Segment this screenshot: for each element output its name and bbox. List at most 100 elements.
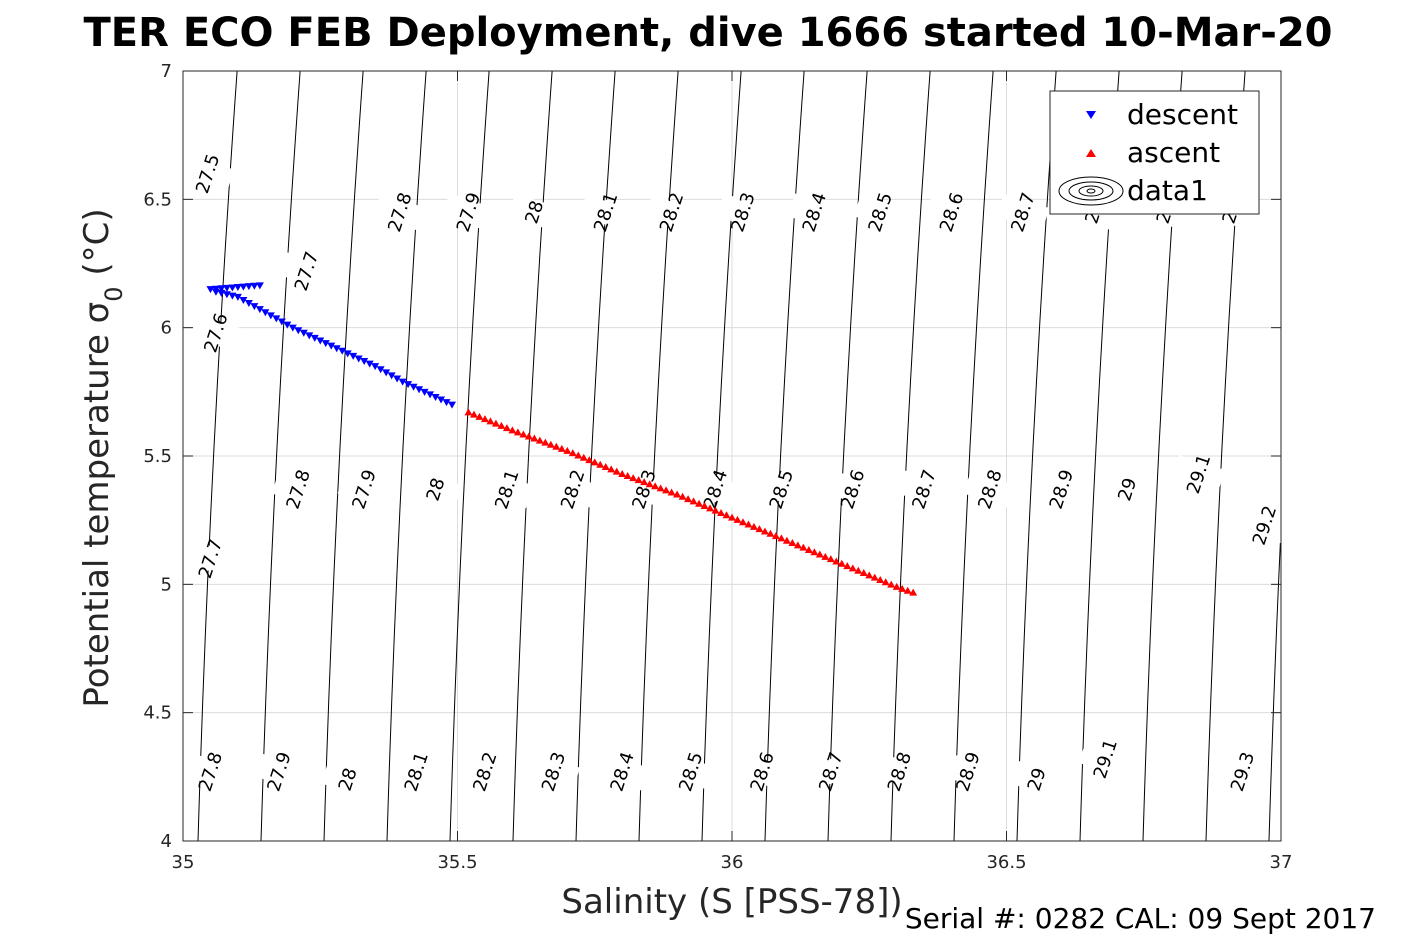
contour-label-bg [480,470,534,509]
contour-label-bg [826,470,880,509]
ascent-point [651,482,660,490]
ascent-point [640,478,649,486]
contour-label-bg [1216,752,1270,791]
x-tick-label: 36 [721,852,744,873]
descent-point [420,388,429,396]
descent-point [398,378,407,386]
ascent-point [898,584,907,592]
isopycnal-line [323,71,364,841]
isopycnal-line [260,71,301,841]
contour-label-bg [1034,470,1088,509]
contour-label-bg [189,313,243,352]
ascent-point [865,571,874,579]
y-tick-label: 6 [161,318,172,339]
descent-point [266,312,275,320]
descent-point [327,342,336,350]
ascent-point [667,488,676,496]
legend-ascent-label: ascent [1127,136,1220,169]
ascent-point [629,474,638,482]
descent-point [255,282,264,290]
descent-point [250,282,259,290]
descent-point [244,283,253,291]
x-axis-label: Salinity (S [PSS-78]) [561,882,902,922]
ascent-point [810,548,819,556]
ascent-point [711,506,720,514]
descent-point [332,345,341,353]
descent-point [233,284,242,292]
isopycnal-line [1332,71,1371,841]
ascent-point [678,492,687,500]
contour-label-bg [409,470,463,509]
descent-point [272,315,281,323]
descent-point [376,366,385,374]
ascent-point [793,541,802,549]
ascent-point [706,504,715,512]
y-tick-label: 5 [161,574,172,595]
descent-point [442,399,451,407]
isopycnal-line [386,71,427,841]
contour-label-bg [688,470,743,509]
ascent-point [585,456,594,464]
descent-point [299,329,308,337]
isopycnal-line [638,71,679,841]
ascent-point [843,562,852,570]
ascent-point [552,442,561,450]
isopycnal-line [449,71,490,841]
ascent-point [645,480,654,488]
contour-label-bg [546,470,600,509]
contour-label-bg [595,752,649,791]
ascent-point [546,440,555,448]
isopycnal-line [701,71,742,841]
ascent-point [634,476,643,484]
ascent-point [744,520,753,528]
density-contours [197,71,1371,841]
contour-label-bg [925,193,979,231]
ascent-point [590,458,599,466]
descent-point [294,327,303,335]
contour-label-bg [996,193,1050,231]
legend-box [1049,90,1260,215]
y-axis-ticks: 4 4.5 5 5.5 6 6.5 7 [143,61,1281,852]
legend-ascent-marker [1086,149,1096,157]
ascent-point [892,582,901,590]
ascent-point [728,513,736,521]
descent-point [321,340,330,348]
y-tick-label: 6.5 [143,189,172,210]
ascent-point [579,453,588,461]
ascent-point [881,578,890,586]
ascent-point [684,495,693,503]
contour-label-bg [872,752,926,791]
contour-label-bg [787,193,841,231]
descent-point [277,318,286,326]
descent-point [233,293,242,301]
ascent-point [771,532,780,540]
descent-point [217,285,226,293]
descent-point [343,350,352,358]
descent-point [283,321,292,329]
contour-label-bg [1078,740,1132,778]
ascent-point [722,511,731,519]
ascent-point [568,449,577,457]
ascent-point [876,575,885,583]
contour-label-bg [716,193,770,231]
ascent-point [760,527,769,535]
ascent-point [574,451,583,459]
x-axis-ticks: 35 35.5 36 36.5 37 [172,71,1292,873]
ascent-point [486,417,495,425]
contour-label-bg [804,752,858,791]
descent-point [255,306,264,314]
contour-label-bg [183,752,237,791]
ascent-point [755,525,764,533]
ascent-point [491,419,500,427]
y-axis-label: Potential temperature σ0 (°C) [77,208,128,707]
ascent-point [777,534,786,542]
ascent-point [909,588,918,596]
contour-label-bg [754,470,808,509]
descent-point [239,296,248,304]
ascent-point [837,559,846,567]
x-tick-label: 35 [172,852,195,873]
contour-label-bg [279,252,334,291]
contour-label-bg [735,752,789,791]
contour-label-bg [645,193,699,231]
